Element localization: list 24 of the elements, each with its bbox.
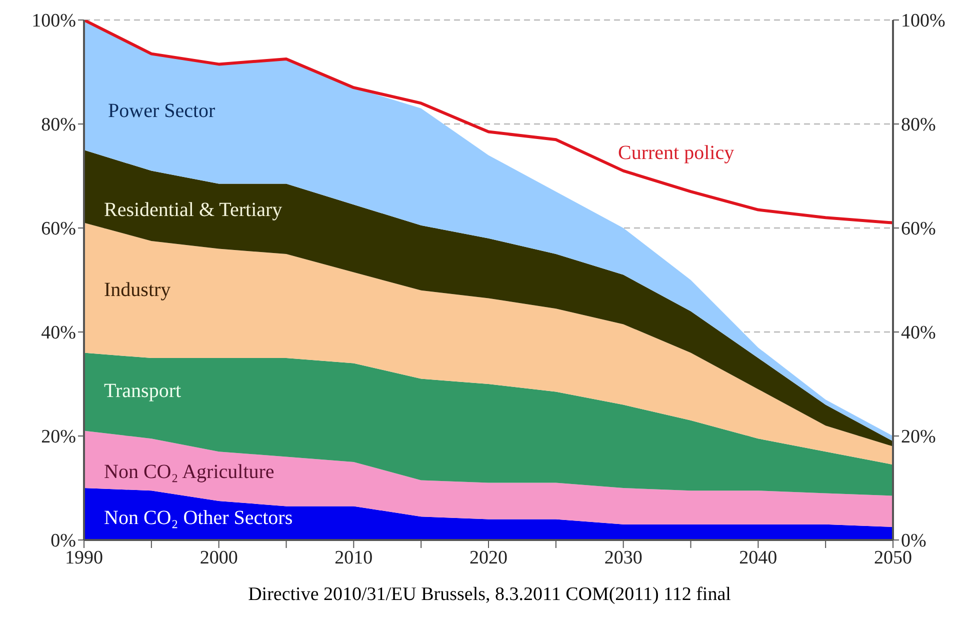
x-tick-label: 2040: [739, 547, 778, 568]
series-label: Non CO₂ Agriculture: [104, 461, 274, 483]
y-tick-label: 80%: [41, 114, 76, 136]
x-tick-label: 2020: [470, 547, 508, 568]
y-tick-label: 100%: [32, 10, 76, 32]
y2-tick-label: 60%: [901, 218, 936, 240]
y-tick-label: 60%: [41, 218, 76, 240]
y2-tick-label: 80%: [901, 114, 936, 136]
x-tick-label: 2000: [200, 547, 238, 568]
y2-tick-label: 20%: [901, 426, 936, 448]
series-label: Transport: [104, 380, 182, 402]
x-tick-label: 2030: [604, 547, 642, 568]
series-label: Industry: [104, 279, 171, 301]
series-label: Current policy: [618, 142, 734, 164]
x-tick-label: 2010: [334, 547, 373, 568]
y-tick-label: 40%: [41, 322, 76, 344]
text: Directive 2010/31/EU Brussels, 8.3.2011 COM(2011) 112 final: [247, 584, 732, 606]
line-series: [84, 20, 893, 224]
series-label: Power Sector: [108, 100, 216, 122]
y2-tick-label: 100%: [901, 10, 946, 32]
y2-tick-label: 40%: [901, 322, 936, 344]
y-tick-label: 20%: [41, 426, 76, 448]
series-label: Residential & Tertiary: [104, 199, 282, 221]
series-label: Non CO₂ Other Sectors: [104, 507, 293, 529]
